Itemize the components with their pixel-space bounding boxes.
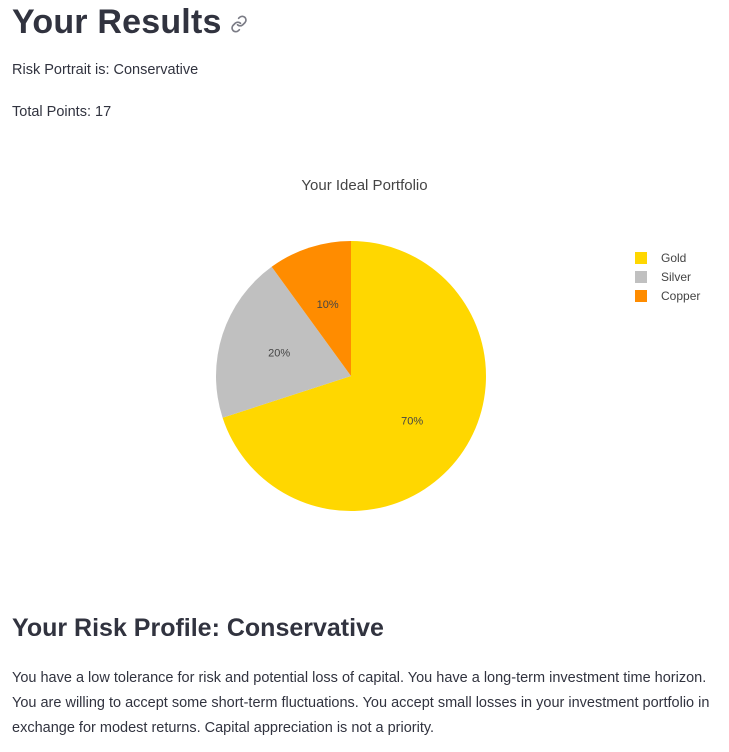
legend-label-copper: Copper [661,288,701,303]
legend-item-silver[interactable]: Silver [635,267,700,286]
pie-slice-copper[interactable] [271,241,351,376]
legend-item-copper[interactable]: Copper [635,286,700,305]
chart-legend: Gold Silver Copper [635,248,700,305]
pie-label-copper: 10% [317,299,339,311]
page-title: Your Results [12,3,222,41]
title-row: Your Results [12,2,248,42]
pie-label-gold: 70% [401,415,423,427]
link-icon[interactable] [230,15,248,33]
legend-swatch-silver [635,270,647,283]
risk-profile-heading: Your Risk Profile: Conservative [12,614,384,642]
risk-portrait-text: Risk Portrait is: Conservative [12,62,199,78]
legend-label-gold: Gold [661,250,687,265]
legend-swatch-gold [635,251,647,264]
legend-label-silver: Silver [661,269,692,284]
total-points-text: Total Points: 17 [12,104,112,120]
chart-title: Your Ideal Portfolio [301,177,428,194]
pie-label-silver: 20% [268,348,290,360]
portfolio-pie-chart: 70% 20% 10% [216,241,487,511]
pie-slice-gold[interactable] [222,241,487,511]
risk-profile-description: You have a low tolerance for risk and po… [12,670,710,736]
pie-slice-silver[interactable] [216,266,351,418]
legend-item-gold[interactable]: Gold [635,248,700,267]
legend-swatch-copper [635,289,647,302]
